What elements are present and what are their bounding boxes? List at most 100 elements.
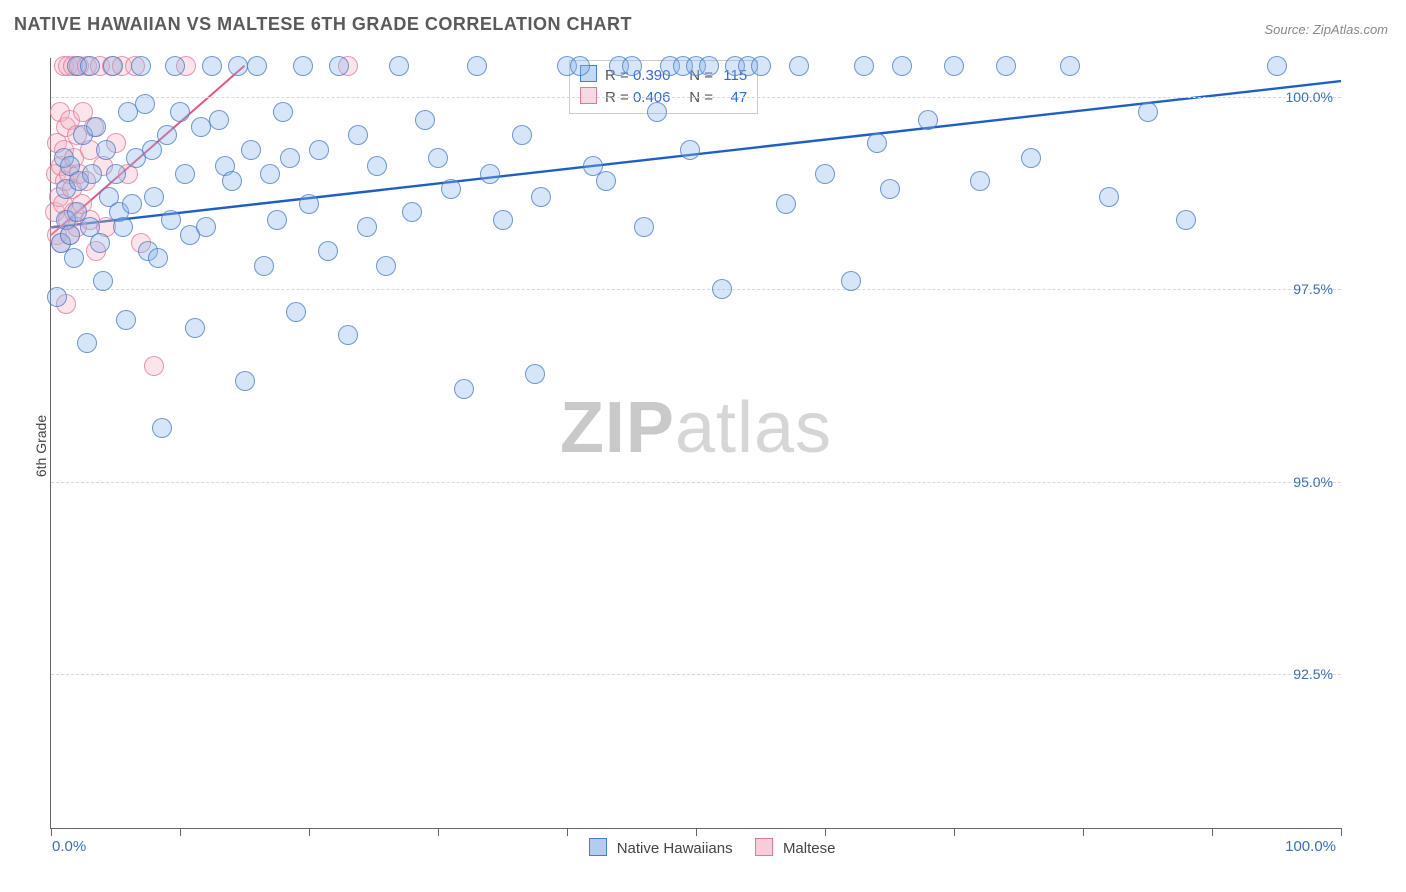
- scatter-point: [280, 148, 300, 168]
- scatter-point: [202, 56, 222, 76]
- scatter-point: [493, 210, 513, 230]
- scatter-point: [1021, 148, 1041, 168]
- scatter-point: [196, 217, 216, 237]
- scatter-point: [131, 56, 151, 76]
- y-tick-label: 100.0%: [1286, 89, 1333, 105]
- scatter-point: [116, 310, 136, 330]
- x-tick: [1212, 828, 1213, 836]
- scatter-point: [318, 241, 338, 261]
- scatter-point: [273, 102, 293, 122]
- x-tick: [696, 828, 697, 836]
- legend: Native Hawaiians Maltese: [0, 838, 1406, 857]
- scatter-point: [428, 148, 448, 168]
- scatter-point: [367, 156, 387, 176]
- x-tick: [51, 828, 52, 836]
- scatter-point: [144, 356, 164, 376]
- scatter-point: [699, 56, 719, 76]
- scatter-point: [841, 271, 861, 291]
- scatter-point: [357, 217, 377, 237]
- scatter-point: [86, 117, 106, 137]
- watermark: ZIPatlas: [560, 387, 832, 469]
- scatter-point: [880, 179, 900, 199]
- scatter-point: [512, 125, 532, 145]
- y-axis-label: 6th Grade: [33, 415, 49, 477]
- scatter-point: [1138, 102, 1158, 122]
- scatter-point: [135, 94, 155, 114]
- scatter-point: [165, 56, 185, 76]
- scatter-point: [867, 133, 887, 153]
- scatter-point: [47, 287, 67, 307]
- scatter-point: [175, 164, 195, 184]
- scatter-point: [1099, 187, 1119, 207]
- x-tick: [1341, 828, 1342, 836]
- x-tick: [567, 828, 568, 836]
- scatter-point: [348, 125, 368, 145]
- x-tick: [954, 828, 955, 836]
- scatter-point: [680, 140, 700, 160]
- scatter-point: [185, 318, 205, 338]
- scatter-point: [122, 194, 142, 214]
- scatter-point: [286, 302, 306, 322]
- scatter-point: [152, 418, 172, 438]
- y-tick-label: 95.0%: [1293, 474, 1333, 490]
- scatter-point: [338, 325, 358, 345]
- scatter-point: [235, 371, 255, 391]
- scatter-point: [1060, 56, 1080, 76]
- scatter-point: [480, 164, 500, 184]
- scatter-point: [815, 164, 835, 184]
- gridline: [51, 97, 1341, 98]
- chart-title: NATIVE HAWAIIAN VS MALTESE 6TH GRADE COR…: [14, 14, 632, 35]
- scatter-point: [142, 140, 162, 160]
- scatter-point: [776, 194, 796, 214]
- scatter-point: [441, 179, 461, 199]
- scatter-point: [293, 56, 313, 76]
- scatter-point: [454, 379, 474, 399]
- y-tick-label: 92.5%: [1293, 666, 1333, 682]
- scatter-point: [64, 248, 84, 268]
- scatter-point: [247, 56, 267, 76]
- source-label: Source: ZipAtlas.com: [1264, 22, 1388, 37]
- legend-swatch-maltese: [755, 838, 773, 856]
- scatter-point: [647, 102, 667, 122]
- scatter-point: [106, 164, 126, 184]
- scatter-point: [376, 256, 396, 276]
- scatter-point: [161, 210, 181, 230]
- scatter-point: [191, 117, 211, 137]
- scatter-point: [525, 364, 545, 384]
- scatter-point: [93, 271, 113, 291]
- scatter-point: [712, 279, 732, 299]
- scatter-point: [90, 233, 110, 253]
- scatter-point: [209, 110, 229, 130]
- x-tick: [825, 828, 826, 836]
- legend-label-maltese: Maltese: [783, 840, 836, 857]
- scatter-plot-area: ZIPatlas R = 0.390 N = 115R = 0.406 N = …: [50, 58, 1341, 829]
- scatter-point: [570, 56, 590, 76]
- scatter-point: [970, 171, 990, 191]
- trend-lines: [51, 58, 1341, 828]
- scatter-point: [148, 248, 168, 268]
- scatter-point: [222, 171, 242, 191]
- scatter-point: [892, 56, 912, 76]
- gridline: [51, 289, 1341, 290]
- scatter-point: [467, 56, 487, 76]
- scatter-point: [80, 56, 100, 76]
- scatter-point: [254, 256, 274, 276]
- scatter-point: [634, 217, 654, 237]
- scatter-point: [854, 56, 874, 76]
- scatter-point: [1176, 210, 1196, 230]
- scatter-point: [996, 56, 1016, 76]
- gridline: [51, 674, 1341, 675]
- scatter-point: [170, 102, 190, 122]
- x-tick: [309, 828, 310, 836]
- scatter-point: [260, 164, 280, 184]
- gridline: [51, 482, 1341, 483]
- scatter-point: [267, 210, 287, 230]
- scatter-point: [157, 125, 177, 145]
- scatter-point: [103, 56, 123, 76]
- scatter-point: [596, 171, 616, 191]
- scatter-point: [60, 225, 80, 245]
- legend-swatch-native-hawaiians: [589, 838, 607, 856]
- scatter-point: [944, 56, 964, 76]
- scatter-point: [1267, 56, 1287, 76]
- legend-label-native-hawaiians: Native Hawaiians: [617, 840, 733, 857]
